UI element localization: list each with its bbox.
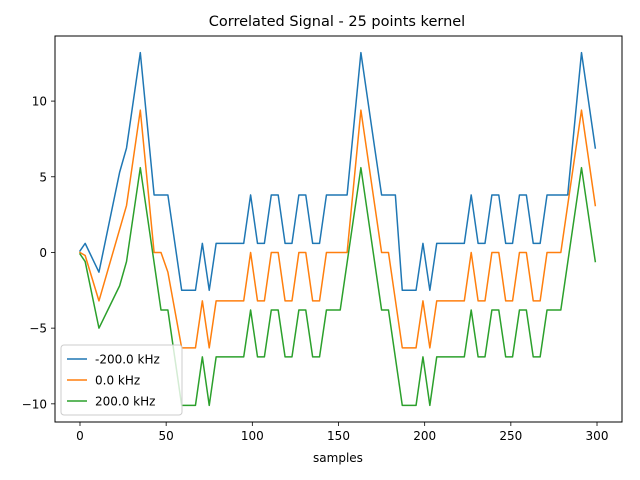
x-tick-label: 300 bbox=[586, 429, 609, 443]
x-axis: 0 50 100 150 200 250 300 bbox=[76, 422, 608, 443]
x-axis-label: samples bbox=[313, 451, 363, 465]
y-tick-label: 10 bbox=[32, 95, 47, 109]
legend-frame bbox=[60, 344, 183, 416]
x-tick-label: 150 bbox=[327, 429, 350, 443]
legend-entries: -200.0 kHz 0.0 kHz 200.0 kHz bbox=[67, 353, 160, 409]
chart-title: Correlated Signal - 25 points kernel bbox=[209, 14, 465, 30]
legend-label-1: 0.0 kHz bbox=[95, 374, 140, 388]
series-line-1 bbox=[78, 109, 597, 349]
y-tick-label: −10 bbox=[22, 397, 47, 411]
series-line-0 bbox=[78, 51, 597, 292]
legend-label-0: -200.0 kHz bbox=[95, 353, 160, 367]
legend[interactable]: -200.0 kHz 0.0 kHz 200.0 kHz bbox=[60, 344, 183, 416]
y-tick-label: 0 bbox=[39, 246, 47, 260]
series-layer bbox=[78, 51, 597, 407]
x-tick-label: 250 bbox=[499, 429, 522, 443]
series-line-2 bbox=[78, 166, 597, 407]
x-tick-label: 200 bbox=[413, 429, 436, 443]
x-tick-label: 100 bbox=[241, 429, 264, 443]
y-tick-label: 5 bbox=[39, 170, 47, 184]
x-tick-label: 0 bbox=[76, 429, 84, 443]
x-tick-label: 50 bbox=[159, 429, 174, 443]
y-axis: −10 −5 0 5 10 bbox=[22, 95, 55, 411]
legend-label-2: 200.0 kHz bbox=[95, 395, 155, 409]
y-tick-label: −5 bbox=[29, 322, 47, 336]
